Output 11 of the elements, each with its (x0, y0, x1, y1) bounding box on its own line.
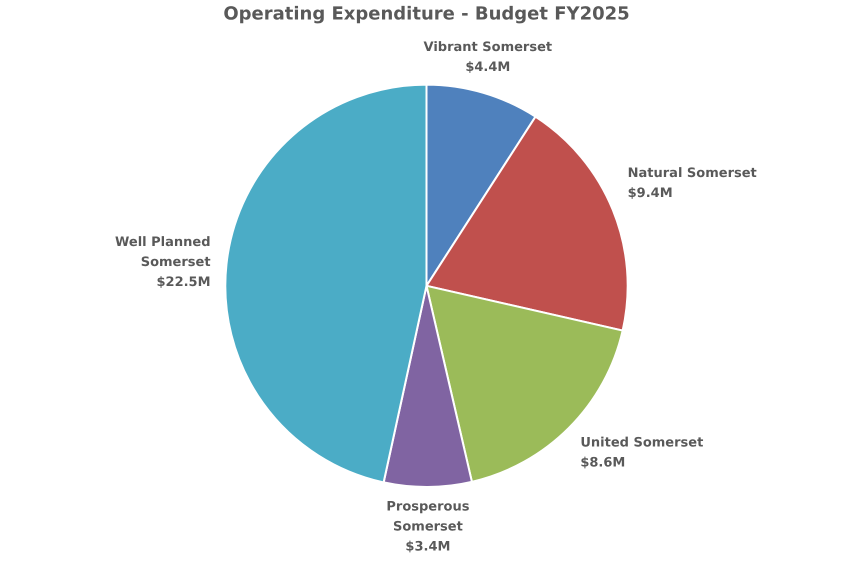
data-label: $8.6M (580, 456, 626, 471)
slice-label: Natural Somerset (628, 166, 757, 182)
chart-title: Operating Expenditure - Budget FY2025 (223, 3, 630, 24)
data-label: $3.4M (405, 539, 450, 554)
slice-label: Well Planned Somerset (115, 234, 211, 270)
slice-label: United Somerset (580, 436, 704, 451)
data-label: $9.4M (628, 186, 673, 202)
data-label: $4.4M (465, 60, 510, 75)
slice-label: Prosperous Somerset (386, 499, 470, 534)
slice-label: Vibrant Somerset (424, 40, 552, 55)
data-label: $22.5M (156, 274, 211, 290)
